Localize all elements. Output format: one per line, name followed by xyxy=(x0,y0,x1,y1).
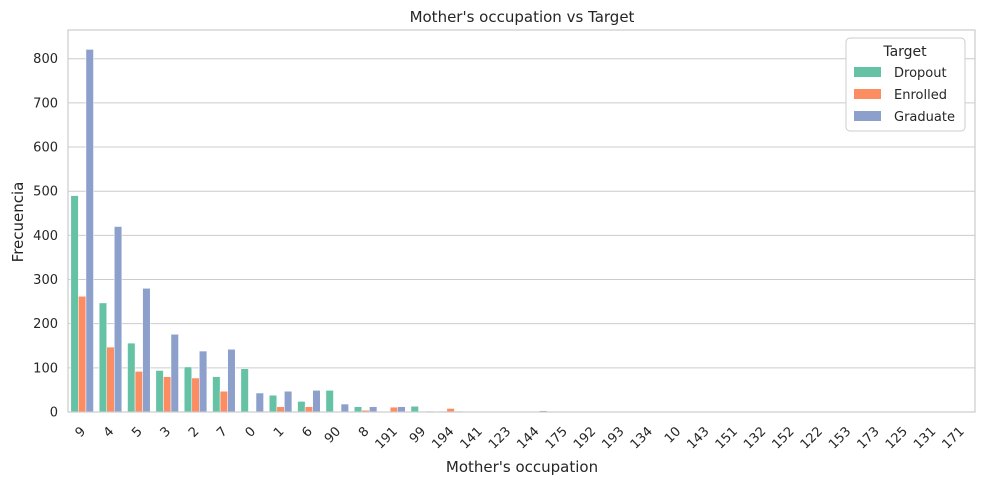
bar-dropout-2 xyxy=(183,366,193,413)
bar-graduate-90 xyxy=(340,403,349,413)
legend-swatch-enrolled xyxy=(854,89,881,99)
bar-graduate-191 xyxy=(397,406,406,413)
legend-label-dropout: Dropout xyxy=(894,66,947,81)
bar-enrolled-9 xyxy=(78,296,87,413)
bar-enrolled-6 xyxy=(304,406,313,413)
y-tick-label: 500 xyxy=(33,185,58,200)
y-tick-label: 300 xyxy=(33,273,58,288)
y-tick-label: 0 xyxy=(50,406,58,421)
bar-graduate-9 xyxy=(85,49,94,413)
plot-frame xyxy=(67,29,976,413)
bar-dropout-4 xyxy=(98,302,107,413)
y-tick-label: 800 xyxy=(33,52,58,67)
bar-enrolled-2 xyxy=(191,377,200,413)
bar-graduate-1 xyxy=(284,390,293,413)
bar-graduate-3 xyxy=(170,334,179,413)
y-tick-label: 400 xyxy=(33,229,58,244)
bar-graduate-4 xyxy=(114,226,123,413)
bar-dropout-6 xyxy=(297,401,306,413)
bar-graduate-7 xyxy=(227,349,236,413)
bar-dropout-3 xyxy=(155,370,164,413)
legend-swatch-graduate xyxy=(854,111,881,121)
bar-dropout-5 xyxy=(127,342,136,413)
legend-label-enrolled: Enrolled xyxy=(894,88,947,103)
bar-enrolled-7 xyxy=(219,390,228,413)
bar-graduate-0 xyxy=(255,392,264,413)
bar-graduate-8 xyxy=(369,406,378,413)
y-tick-label: 100 xyxy=(33,361,58,376)
bar-graduate-6 xyxy=(312,390,321,413)
legend: Target Dropout Enrolled Graduate xyxy=(845,37,966,132)
bar-enrolled-191 xyxy=(389,406,398,413)
bar-dropout-0 xyxy=(240,368,249,413)
y-tick-label: 700 xyxy=(33,96,58,111)
y-tick-label: 200 xyxy=(33,317,58,332)
legend-label-graduate: Graduate xyxy=(894,110,955,125)
y-ticks: 0 100 200 300 400 500 600 700 800 xyxy=(33,52,58,420)
bar-dropout-1 xyxy=(268,394,278,413)
y-tick-label: 600 xyxy=(33,141,58,156)
x-axis-title: Mother's occupation xyxy=(446,458,598,476)
chart-title: Mother's occupation vs Target xyxy=(410,8,635,26)
bars xyxy=(70,49,973,413)
bar-dropout-7 xyxy=(212,376,221,413)
bar-enrolled-4 xyxy=(106,346,115,413)
bar-graduate-2 xyxy=(199,350,208,413)
bar-enrolled-5 xyxy=(134,371,143,413)
legend-swatch-dropout xyxy=(854,67,881,77)
bar-dropout-8 xyxy=(354,406,363,413)
y-axis-title: Frecuencia xyxy=(9,182,27,263)
bar-dropout-9 xyxy=(70,195,79,413)
bar-dropout-99 xyxy=(410,406,419,413)
legend-title: Target xyxy=(882,44,927,60)
bar-graduate-5 xyxy=(142,288,151,413)
bar-enrolled-1 xyxy=(276,406,285,413)
legend-box xyxy=(845,37,966,132)
bar-dropout-90 xyxy=(325,390,334,413)
bar-enrolled-3 xyxy=(163,376,172,413)
